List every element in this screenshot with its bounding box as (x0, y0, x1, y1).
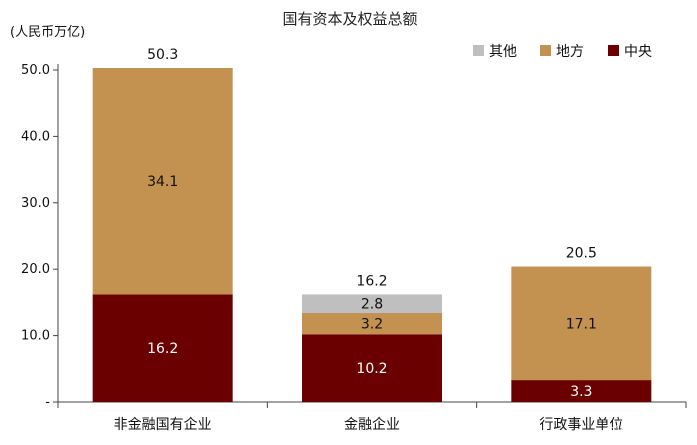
bar-total-label: 20.5 (566, 246, 597, 262)
bar-total-label: 16.2 (356, 273, 387, 289)
axes: - 10.0 20.0 30.0 40.0 50.0 非金融国有企业 金融企业 行政事业单位 (21, 63, 687, 433)
bar-segment (302, 294, 442, 314)
bar-segment (302, 334, 442, 402)
y-tick-label: 50.0 (21, 63, 50, 78)
bar-total-label: 50.3 (147, 47, 178, 63)
data-labels: 16.2 34.1 50.3 10.2 3.2 2.8 16.2 3.3 17.1 20.5 (147, 47, 597, 400)
legend-swatch (473, 45, 484, 56)
x-category-label: 金融企业 (344, 416, 400, 433)
x-category-label: 行政事业单位 (539, 417, 623, 433)
legend-swatch (540, 45, 551, 56)
legend-label: 地方 (556, 44, 584, 60)
bar-segment (302, 313, 442, 335)
segment-value-label: 34.1 (147, 174, 178, 190)
y-tick-label: 10.0 (21, 329, 50, 344)
y-tick-label: 20.0 (21, 262, 50, 277)
watermark: 华尔街观察员 (606, 423, 690, 440)
x-category-label: 非金融国有企业 (114, 416, 212, 433)
segment-value-label: 10.2 (356, 361, 387, 377)
y-axis-unit-label: (人民币万亿) (10, 25, 85, 40)
legend: 其他 地方 中央 (473, 44, 652, 60)
segment-value-label: 3.3 (570, 384, 592, 400)
bar-segment (511, 266, 652, 381)
y-tick-label: 40.0 (21, 129, 50, 144)
segment-value-label: 16.2 (147, 341, 178, 357)
segment-value-label: 17.1 (566, 316, 597, 332)
legend-label: 中央 (624, 44, 652, 60)
legend-swatch (608, 45, 619, 56)
bar-segment (92, 68, 233, 295)
bar-segment (92, 294, 233, 402)
y-tick-label: 30.0 (21, 196, 50, 211)
segment-value-label: 3.2 (361, 317, 383, 333)
bars (92, 68, 652, 402)
legend-label: 其他 (489, 44, 517, 60)
segment-value-label: 2.8 (361, 297, 383, 313)
bar-segment (511, 380, 652, 402)
y-tick-label: - (45, 395, 50, 410)
chart-title: 国有资本及权益总额 (282, 10, 417, 28)
